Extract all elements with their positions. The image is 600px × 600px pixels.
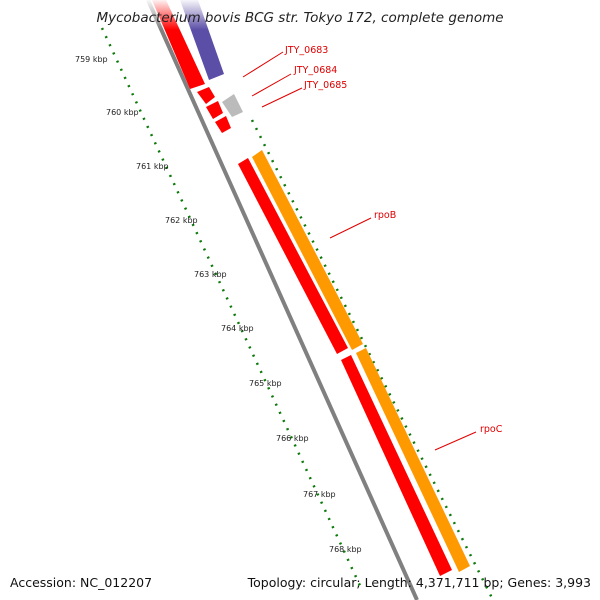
gene-label-leaders: [242, 51, 477, 451]
gene-rpob-orange-strand: [252, 150, 363, 350]
gene-label-jty0685[interactable]: JTY_0685: [303, 80, 347, 91]
kbp-label: 767 kbp: [303, 490, 336, 499]
leader-line: [329, 217, 372, 239]
leader-line: [261, 87, 303, 108]
gene-rpoc-red-strand: [341, 355, 452, 576]
top-fade-overlay: [0, 0, 600, 30]
kbp-label: 768 kbp: [329, 545, 362, 554]
kbp-label: 765 kbp: [249, 379, 282, 388]
outer-dotted-track: [250, 119, 494, 599]
kbp-label: 764 kbp: [221, 324, 254, 333]
map-title: Mycobacterium bovis BCG str. Tokyo 172, …: [96, 10, 503, 26]
gene-rpob-red-strand: [238, 158, 348, 354]
kbp-label: 763 kbp: [194, 270, 227, 279]
kbp-label: 766 kbp: [276, 434, 309, 443]
gene-labels: JTY_0683 JTY_0684 JTY_0685 rpoB rpoC: [284, 45, 503, 435]
gene-label-jty0684[interactable]: JTY_0684: [293, 65, 337, 76]
kbp-label: 761 kbp: [136, 162, 169, 171]
kbp-scale: 759 kbp 760 kbp 761 kbp 762 kbp 763 kbp …: [75, 55, 362, 554]
gene-label-jty0683[interactable]: JTY_0683: [284, 45, 328, 56]
accession-text: Accession: NC_012207: [10, 575, 152, 590]
kbp-label: 760 kbp: [106, 108, 139, 117]
feature-track: [152, 0, 470, 576]
gene-jty0684-arrow: [206, 101, 223, 119]
gene-label-rpob[interactable]: rpoB: [374, 210, 396, 221]
grey-feature: [222, 94, 243, 117]
genome-summary-text: Topology: circular; Length: 4,371,711 bp…: [247, 575, 591, 590]
kbp-label: 759 kbp: [75, 55, 108, 64]
backbone-line: [146, 0, 419, 600]
gene-jty0683-arrow: [197, 87, 215, 104]
gene-jty0685-arrow: [215, 116, 231, 133]
gene-label-rpoc[interactable]: rpoC: [480, 424, 503, 435]
leader-line: [251, 73, 292, 97]
leader-line: [242, 51, 284, 78]
gene-rpoc-orange-strand: [356, 348, 470, 572]
kbp-label: 762 kbp: [165, 216, 198, 225]
leader-line: [434, 431, 477, 451]
